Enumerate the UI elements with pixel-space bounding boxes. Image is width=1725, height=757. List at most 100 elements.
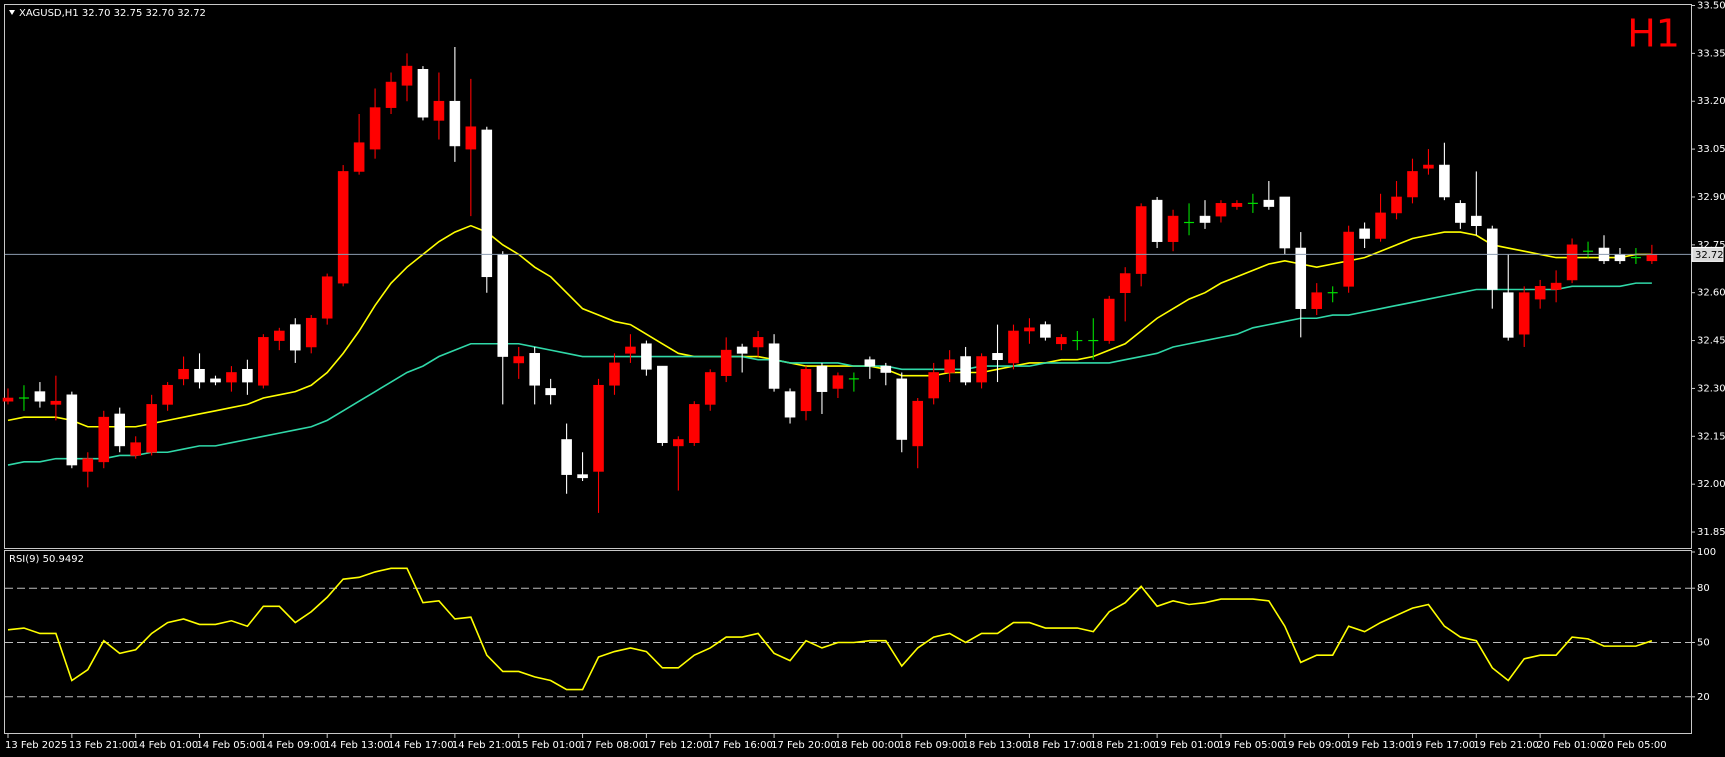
x-tick-label: 15 Feb 01:00: [516, 740, 582, 751]
candle-body: [401, 65, 413, 86]
candle-body: [210, 378, 221, 383]
candle-body: [1263, 199, 1275, 207]
candle-body: [657, 365, 668, 443]
candle-body: [1518, 292, 1530, 335]
candle-body: [82, 458, 94, 472]
candle-body: [625, 346, 636, 354]
candle-body: [465, 126, 477, 150]
x-tick-label: 19 Feb 01:00: [1154, 740, 1220, 751]
candle-body: [720, 349, 732, 376]
candle-body: [178, 368, 189, 380]
candle-body: [976, 356, 987, 383]
candle-body: [417, 69, 429, 118]
x-tick-label: 14 Feb 09:00: [260, 740, 326, 751]
x-tick-label: 17 Feb 12:00: [643, 740, 709, 751]
candle-body: [289, 324, 301, 351]
x-tick-label: 18 Feb 21:00: [1090, 740, 1156, 751]
candle-body: [673, 439, 684, 447]
y-tick-label: 33.20: [1697, 96, 1725, 107]
candle-body: [816, 365, 828, 392]
candle-body: [928, 372, 939, 399]
candle-body: [768, 343, 780, 389]
candle-body: [50, 400, 62, 405]
current-price-box: [1691, 246, 1724, 262]
candle-body: [688, 404, 700, 443]
candle-body: [1008, 330, 1019, 364]
candle-body: [1343, 231, 1354, 287]
y-tick-label: 32.00: [1697, 479, 1725, 490]
candle-body: [1103, 298, 1115, 341]
candle-body: [529, 353, 540, 386]
symbol-header: XAGUSD,H1 32.70 32.75 32.70 32.72: [19, 8, 206, 19]
candle-body: [1199, 215, 1211, 223]
candle-body: [992, 353, 1003, 361]
candle-body: [1566, 244, 1578, 281]
rsi-line: [7, 567, 1653, 691]
x-tick-label: 17 Feb 16:00: [707, 740, 773, 751]
moving-average-line: [7, 224, 1652, 428]
candle-body: [593, 384, 604, 472]
candle-body: [1391, 196, 1402, 214]
collapse-icon[interactable]: [9, 10, 15, 15]
x-tick-label: 18 Feb 17:00: [1026, 740, 1092, 751]
candle-body: [864, 359, 876, 367]
candle-body: [162, 384, 173, 405]
y-tick-label: 50: [1697, 638, 1710, 649]
candle-body: [353, 142, 365, 172]
x-tick-label: 19 Feb 17:00: [1409, 740, 1475, 751]
x-tick-label: 19 Feb 09:00: [1282, 740, 1348, 751]
y-tick-label: 80: [1697, 583, 1710, 594]
candle-body: [960, 356, 971, 383]
candle-body: [2, 397, 14, 402]
y-tick-label: 31.85: [1697, 527, 1725, 538]
candle-body: [1471, 215, 1482, 226]
candle-body: [609, 362, 620, 386]
x-tick-label: 19 Feb 05:00: [1218, 740, 1284, 751]
candle-body: [641, 343, 652, 370]
candle-body: [1231, 203, 1243, 207]
y-tick-label: 32.60: [1697, 288, 1725, 299]
candle-body: [481, 129, 493, 278]
x-tick-label: 18 Feb 00:00: [835, 740, 901, 751]
candle-body: [1295, 247, 1307, 309]
candle-body: [1502, 292, 1514, 338]
x-tick-label: 14 Feb 17:00: [388, 740, 454, 751]
y-tick-label: 32.45: [1697, 336, 1725, 347]
candle-body: [1646, 254, 1658, 262]
x-tick-label: 13 Feb 21:00: [69, 740, 135, 751]
x-tick-label: 18 Feb 13:00: [963, 740, 1029, 751]
candle-body: [226, 372, 237, 383]
candle-body: [242, 368, 253, 383]
y-tick-label: 32.90: [1697, 192, 1725, 203]
candle-body: [66, 394, 78, 466]
x-tick-label: 19 Feb 13:00: [1346, 740, 1412, 751]
x-tick-label: 19 Feb 21:00: [1473, 740, 1539, 751]
x-tick-label: 13 Feb 2025: [5, 740, 67, 751]
candle-body: [752, 337, 764, 348]
price-panel-frame: [4, 4, 1692, 549]
y-tick-label: 20: [1697, 692, 1710, 703]
candle-body: [944, 359, 955, 373]
candle-body: [912, 400, 924, 447]
candle-body: [497, 254, 509, 357]
candle-body: [130, 442, 141, 456]
current-price-label: 32.72: [1695, 250, 1724, 261]
candle-body: [784, 391, 796, 418]
candle-body: [1423, 164, 1434, 169]
x-tick-label: 17 Feb 20:00: [771, 740, 837, 751]
candle-body: [545, 388, 556, 396]
candle-body: [337, 171, 349, 284]
candle-body: [321, 276, 333, 319]
candle-body: [1311, 292, 1323, 309]
candle-body: [449, 100, 461, 147]
x-tick-label: 20 Feb 01:00: [1537, 740, 1603, 751]
y-tick-label: 32.15: [1697, 431, 1725, 442]
candle-body: [1375, 212, 1386, 239]
candle-body: [561, 439, 572, 475]
candle-body: [114, 413, 126, 447]
candle-body: [98, 416, 110, 463]
y-tick-label: 33.05: [1697, 144, 1725, 155]
x-tick-label: 14 Feb 05:00: [197, 740, 263, 751]
candle-body: [1455, 203, 1466, 223]
